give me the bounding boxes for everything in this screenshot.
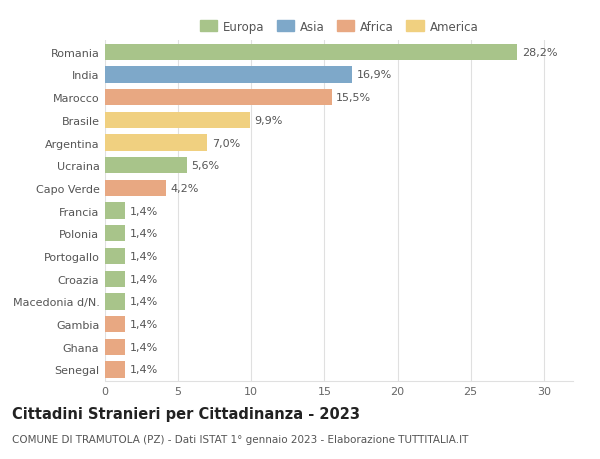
Legend: Europa, Asia, Africa, America: Europa, Asia, Africa, America — [197, 18, 481, 36]
Text: 1,4%: 1,4% — [130, 206, 158, 216]
Bar — [105, 362, 125, 378]
Bar — [105, 135, 208, 151]
Bar — [105, 339, 125, 355]
Text: 28,2%: 28,2% — [522, 48, 557, 58]
Text: 9,9%: 9,9% — [254, 116, 283, 126]
Bar — [105, 112, 250, 129]
Bar — [105, 316, 125, 332]
Bar — [105, 203, 125, 219]
Bar — [105, 248, 125, 264]
Text: 1,4%: 1,4% — [130, 319, 158, 330]
Text: 1,4%: 1,4% — [130, 229, 158, 239]
Bar — [105, 180, 166, 196]
Text: 16,9%: 16,9% — [356, 70, 392, 80]
Text: 1,4%: 1,4% — [130, 274, 158, 284]
Bar — [105, 45, 517, 61]
Text: 1,4%: 1,4% — [130, 364, 158, 375]
Text: 1,4%: 1,4% — [130, 342, 158, 352]
Text: 5,6%: 5,6% — [191, 161, 220, 171]
Text: Cittadini Stranieri per Cittadinanza - 2023: Cittadini Stranieri per Cittadinanza - 2… — [12, 406, 360, 421]
Bar — [105, 294, 125, 310]
Bar — [105, 271, 125, 287]
Bar — [105, 158, 187, 174]
Text: COMUNE DI TRAMUTOLA (PZ) - Dati ISTAT 1° gennaio 2023 - Elaborazione TUTTITALIA.: COMUNE DI TRAMUTOLA (PZ) - Dati ISTAT 1°… — [12, 434, 469, 444]
Text: 1,4%: 1,4% — [130, 252, 158, 262]
Text: 4,2%: 4,2% — [171, 184, 199, 194]
Text: 15,5%: 15,5% — [336, 93, 371, 103]
Text: 7,0%: 7,0% — [212, 138, 240, 148]
Text: 1,4%: 1,4% — [130, 297, 158, 307]
Bar — [105, 67, 352, 84]
Bar — [105, 226, 125, 242]
Bar — [105, 90, 332, 106]
